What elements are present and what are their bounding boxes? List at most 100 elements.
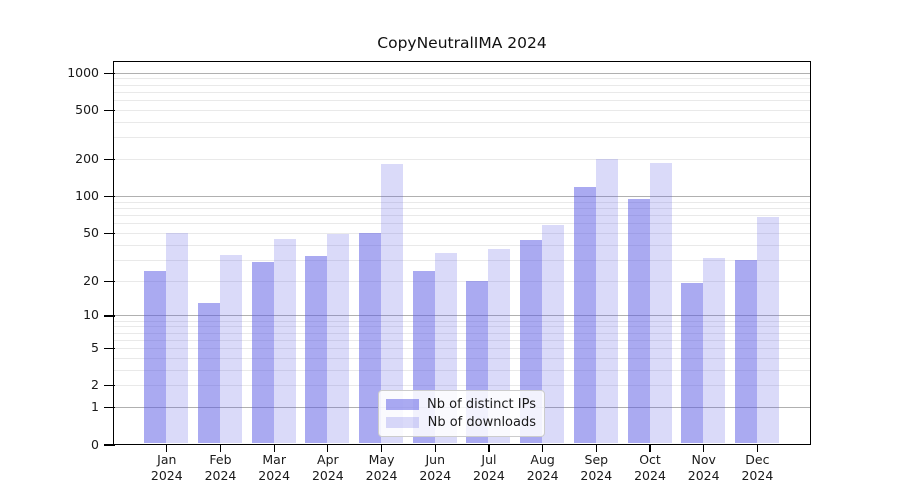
bar-feb-distinct-ips — [197, 302, 220, 443]
x-tick-mark — [595, 445, 597, 452]
y-tick-mark — [104, 280, 115, 282]
major-gridline — [114, 72, 810, 74]
x-tick-year: 2024 — [150, 468, 183, 483]
y-tick-label: 500 — [75, 102, 99, 118]
minor-gridline — [114, 332, 810, 334]
legend-swatch-distinct-ips — [386, 399, 419, 411]
bar-may-distinct-ips — [359, 232, 382, 443]
x-tick-year: 2024 — [634, 468, 666, 483]
x-tick-label: Jul 2024 — [459, 452, 519, 484]
minor-gridline — [114, 110, 810, 112]
x-tick-mark — [542, 445, 544, 452]
x-tick-month: Jun — [425, 452, 446, 467]
x-tick-label: May 2024 — [352, 452, 412, 484]
minor-gridline — [114, 159, 810, 161]
minor-gridline — [114, 91, 810, 93]
y-tick-label: 200 — [75, 151, 99, 167]
x-tick-mark — [488, 445, 490, 452]
minor-gridline — [114, 244, 810, 246]
bar-oct-downloads — [649, 163, 672, 443]
minor-gridline — [114, 339, 810, 341]
y-tick-label: 0 — [91, 436, 99, 452]
minor-gridline — [114, 320, 810, 322]
x-tick-label: Aug 2024 — [513, 452, 573, 484]
x-tick-mark — [703, 445, 705, 452]
y-tick-mark — [104, 232, 115, 235]
y-tick-mark — [104, 196, 115, 198]
bar-mar-distinct-ips — [251, 261, 274, 443]
minor-gridline — [114, 78, 810, 80]
minor-gridline — [114, 348, 810, 350]
x-tick-label: Jan 2024 — [137, 452, 197, 484]
bar-sep-downloads — [595, 159, 618, 443]
y-tick-mark — [104, 385, 115, 387]
y-tick-mark — [104, 109, 115, 112]
x-tick-label: Oct 2024 — [620, 452, 680, 484]
x-tick-mark — [166, 445, 168, 452]
bar-nov-distinct-ips — [681, 283, 704, 443]
x-tick-mark — [273, 445, 275, 452]
legend-item-distinct-ips: Nb of distinct IPs — [386, 397, 536, 412]
x-tick-year: 2024 — [473, 468, 505, 483]
x-tick-month: Jul — [481, 452, 497, 467]
minor-gridline — [114, 232, 810, 234]
minor-gridline — [114, 326, 810, 328]
minor-gridline — [114, 385, 810, 387]
x-tick-month: Mar — [262, 452, 286, 467]
minor-gridline — [114, 215, 810, 217]
y-tick-label: 50 — [83, 224, 99, 240]
y-tick-mark — [104, 72, 115, 74]
x-tick-year: 2024 — [258, 468, 291, 483]
x-tick-year: 2024 — [204, 468, 237, 483]
x-tick-month: Feb — [209, 452, 232, 467]
bar-apr-downloads — [327, 234, 350, 443]
minor-gridline — [114, 84, 810, 86]
minor-gridline — [114, 100, 810, 102]
major-gridline — [114, 315, 810, 317]
y-tick-label: 2 — [91, 377, 99, 393]
y-tick-label: 1000 — [67, 64, 99, 80]
x-tick-year: 2024 — [311, 468, 344, 483]
chart-title: CopyNeutralIMA 2024 — [377, 34, 547, 52]
x-tick-label: Sep 2024 — [566, 452, 626, 484]
bar-mar-downloads — [273, 238, 296, 443]
minor-gridline — [114, 280, 810, 282]
bar-nov-downloads — [703, 258, 726, 443]
x-tick-year: 2024 — [419, 468, 452, 483]
x-tick-mark — [434, 445, 436, 452]
x-tick-year: 2024 — [741, 468, 774, 483]
minor-gridline — [114, 259, 810, 261]
y-tick-label: 10 — [83, 307, 99, 323]
x-tick-month: Oct — [639, 452, 661, 467]
minor-gridline — [114, 223, 810, 225]
bar-sep-distinct-ips — [573, 186, 596, 443]
y-tick-label: 1 — [91, 399, 99, 415]
x-tick-month: Jan — [157, 452, 177, 467]
y-tick-mark — [104, 315, 115, 317]
minor-gridline — [114, 122, 810, 124]
x-tick-month: May — [368, 452, 395, 467]
y-tick-mark — [104, 159, 115, 161]
x-tick-year: 2024 — [687, 468, 720, 483]
x-tick-year: 2024 — [365, 468, 398, 483]
x-tick-mark — [219, 445, 222, 452]
bar-may-downloads — [381, 163, 404, 443]
x-tick-mark — [327, 445, 329, 452]
x-tick-month: Nov — [691, 452, 716, 467]
minor-gridline — [114, 357, 810, 359]
y-tick-mark — [104, 407, 115, 409]
x-tick-month: Apr — [317, 452, 339, 467]
bar-dec-downloads — [756, 217, 779, 443]
bar-feb-downloads — [219, 254, 242, 443]
x-tick-mark — [649, 445, 651, 452]
x-tick-year: 2024 — [526, 468, 559, 483]
x-tick-mark — [380, 445, 383, 452]
major-gridline — [114, 196, 810, 198]
bar-apr-distinct-ips — [305, 256, 328, 443]
bar-aug-downloads — [542, 225, 565, 443]
plot-area — [113, 61, 811, 445]
x-tick-mark — [756, 445, 758, 452]
x-tick-label: Mar 2024 — [244, 452, 304, 484]
x-tick-month: Sep — [584, 452, 609, 467]
